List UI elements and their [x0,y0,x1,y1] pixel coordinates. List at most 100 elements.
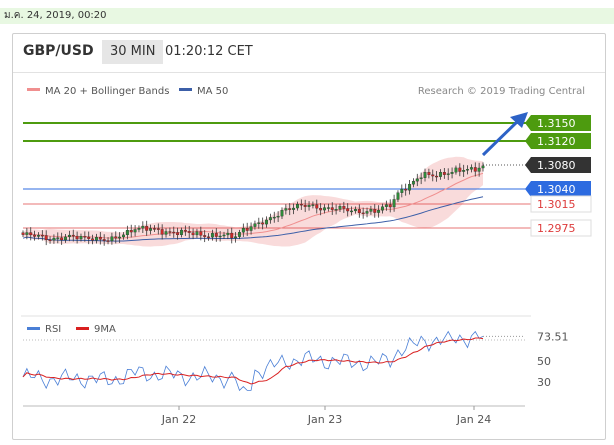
candle-body [469,167,473,170]
time-label: 01:20:12 CET [165,44,253,59]
candle-body [481,165,485,169]
candle-body [94,236,98,241]
x-tick-label: Jan 24 [456,413,491,426]
candle-body [261,222,265,225]
candle-body [315,204,319,209]
candle-body [168,231,172,233]
candle-body [91,238,95,241]
candle-body [29,232,33,236]
candle-body [172,231,176,234]
candle-body [396,192,400,200]
candle-body [214,233,218,237]
candle-body [404,188,408,191]
candle-body [191,232,195,236]
candle-body [384,204,388,207]
candle-body [114,236,118,239]
candle-body [249,226,253,231]
candle-body [141,225,145,229]
credit-text: Research © 2019 Trading Central [418,86,585,97]
candle-body [419,177,423,179]
candle-body [466,169,469,171]
candle-body [207,236,210,238]
candle-body [145,225,149,231]
candle-body [79,236,83,240]
candle-body [133,229,137,233]
candle-body [238,232,241,237]
level-tag: 1.2975 [530,219,592,237]
candle-body [458,167,462,172]
candle-body [388,204,392,208]
level-tag: 1.3120 [525,133,591,149]
candle-body [431,174,435,177]
candle-body [338,206,342,210]
candle-body [245,228,249,231]
candle-body [288,208,292,210]
candle-body [377,210,381,213]
candle-body [110,236,114,242]
candle-body [52,237,56,241]
candle-body [350,210,354,213]
candle-body [199,231,203,236]
candle-body [311,204,315,206]
candle-body [369,209,373,212]
x-axis: Jan 22 Jan 23 Jan 24 [161,406,491,426]
candle-body [241,228,245,233]
candle-body [442,172,446,175]
candle-body [71,234,75,237]
candle-body [203,235,207,237]
candle-body [284,208,288,211]
candle-body [330,207,334,210]
candlesticks [21,162,485,246]
header-divider [13,72,605,73]
candle-body [265,219,268,225]
candle-body [176,232,180,236]
level-tag-bg [525,157,591,173]
candle-body [156,228,160,230]
level-tag-label: 1.2975 [537,222,576,235]
candle-body [272,216,276,219]
level-tag: 1.3015 [530,195,592,213]
candle-body [462,170,466,172]
timeframe-button[interactable]: 30 MIN [102,40,164,64]
candle-body [373,209,377,213]
candle-body [210,233,214,238]
candle-body [87,236,91,239]
legend-rsi-label: RSI [45,324,61,335]
candle-body [439,172,442,177]
x-tick-label: Jan 22 [161,413,196,426]
candle-body [450,172,454,174]
candle-body [346,208,350,212]
candle-body [25,232,29,235]
candle-body [400,188,404,193]
x-tick-label: Jan 23 [307,413,342,426]
level-tag-label: 1.3080 [537,159,576,172]
ma9-line [22,337,484,385]
legend-ma9-swatch [76,327,89,330]
candle-body [292,207,296,210]
candle-body [411,180,415,185]
candle-body [183,229,187,232]
candle-body [323,207,326,211]
candle-body [125,230,129,236]
chart-card: GBP/USD 30 MIN 01:20:12 CET MA 20 + Boll… [12,33,606,440]
candle-body [106,240,110,242]
level-tag-bg [525,115,591,131]
candle-body [21,232,25,235]
level-tag-label: 1.3150 [537,117,576,130]
rsi-line [22,330,484,392]
candle-body [423,172,427,178]
candle-body [454,167,458,173]
legend-rsi-swatch [27,327,40,330]
forecast-arrow-line [481,117,522,157]
legend-ma50-swatch [179,88,192,91]
candle-body [427,172,431,175]
candle-body [102,239,106,241]
rsi-tick-label: 50 [537,355,551,368]
candle-body [303,205,307,207]
candle-body [149,228,153,231]
candle-body [37,234,40,237]
candle-body [218,235,222,238]
candle-body [326,207,330,209]
candle-body [67,234,71,238]
candle-body [137,227,141,230]
